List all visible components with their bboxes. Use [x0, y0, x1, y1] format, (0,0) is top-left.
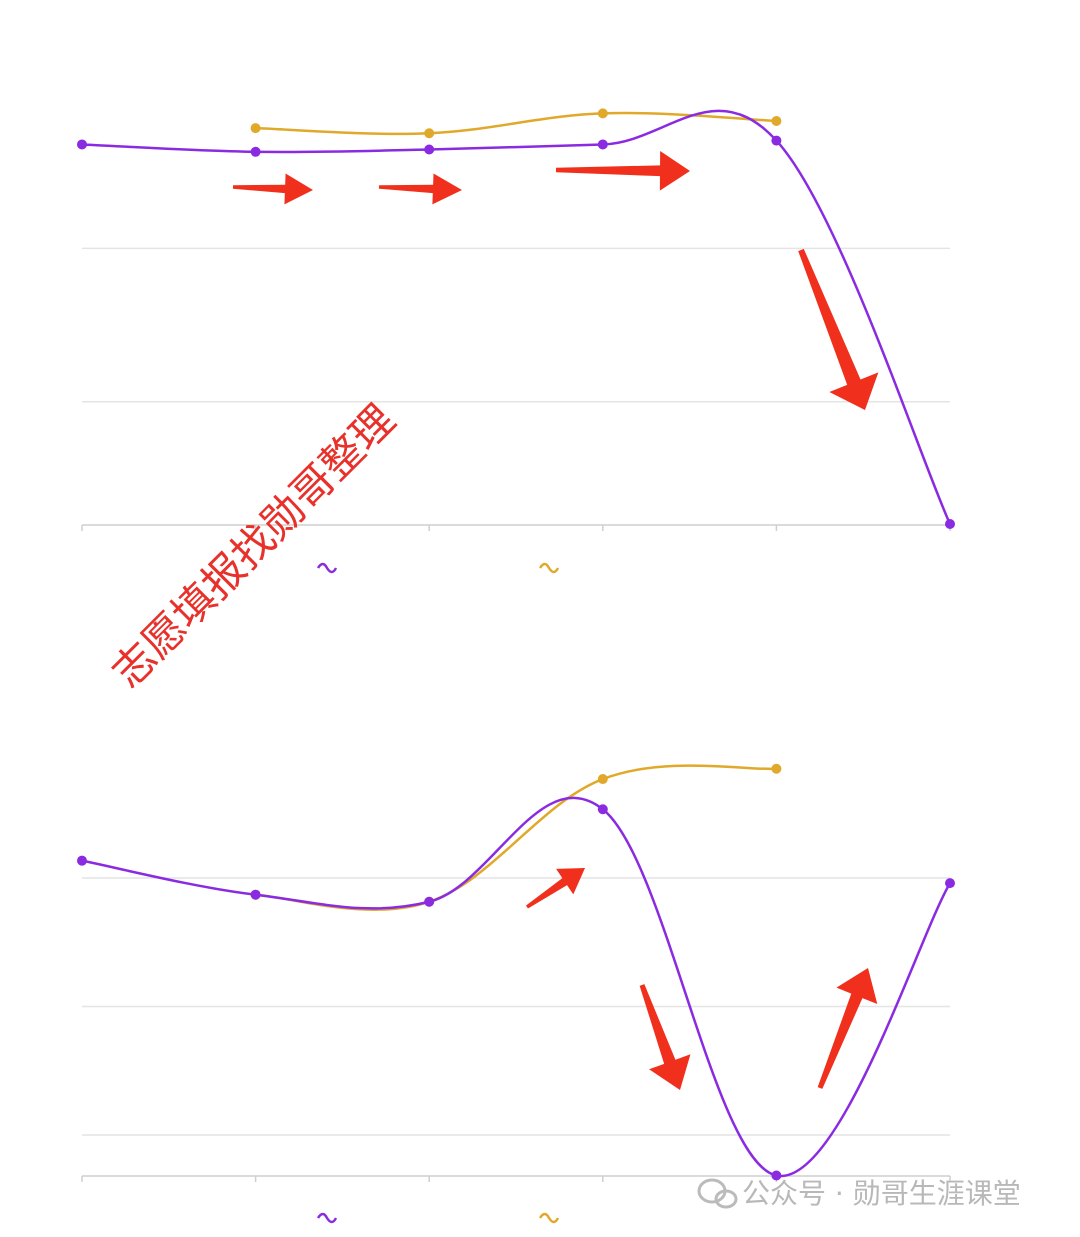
min-series-point — [77, 139, 87, 150]
max-series-line — [255, 764, 777, 911]
max-series-point — [771, 763, 782, 774]
min-series-point — [771, 135, 782, 146]
min-series-point — [597, 139, 608, 150]
footer-text: 公众号 · 勋哥生涯课堂 — [742, 1177, 1021, 1210]
min-series-point — [250, 146, 261, 157]
trend-arrows — [232, 150, 879, 1090]
liberal-arts-chart — [77, 763, 955, 1224]
min-series-point — [424, 144, 435, 155]
max-series-point — [597, 774, 608, 785]
min-series-point — [424, 896, 435, 907]
red-arrow — [555, 150, 690, 191]
min-series-point — [945, 878, 955, 889]
max-series-line — [255, 111, 777, 136]
legend-swatch — [538, 1212, 560, 1224]
min-series-line — [81, 109, 952, 525]
red-arrow — [798, 248, 879, 410]
science-chart — [77, 108, 955, 574]
red-arrow — [526, 868, 585, 909]
min-series-point — [250, 889, 261, 900]
max-series-point — [250, 123, 261, 134]
red-arrow — [378, 173, 462, 205]
min-series-point — [77, 855, 87, 866]
min-series-point — [771, 1170, 782, 1181]
red-arrow — [817, 968, 878, 1089]
max-series-point — [597, 108, 608, 119]
footer: 公众号 · 勋哥生涯课堂 — [697, 1177, 1021, 1210]
min-series-line — [81, 796, 952, 1177]
wechat-icon — [697, 1178, 738, 1209]
legend-swatch — [538, 562, 560, 574]
max-series-point — [424, 128, 435, 139]
legend-swatch — [316, 562, 338, 574]
min-series-point — [597, 804, 608, 815]
min-series-point — [945, 519, 955, 529]
legend-swatch — [316, 1212, 338, 1224]
red-arrow — [232, 173, 313, 205]
red-arrow — [639, 984, 691, 1090]
max-series-point — [771, 115, 782, 126]
watermark-text: 志愿填报找勋哥整理 — [102, 395, 404, 697]
